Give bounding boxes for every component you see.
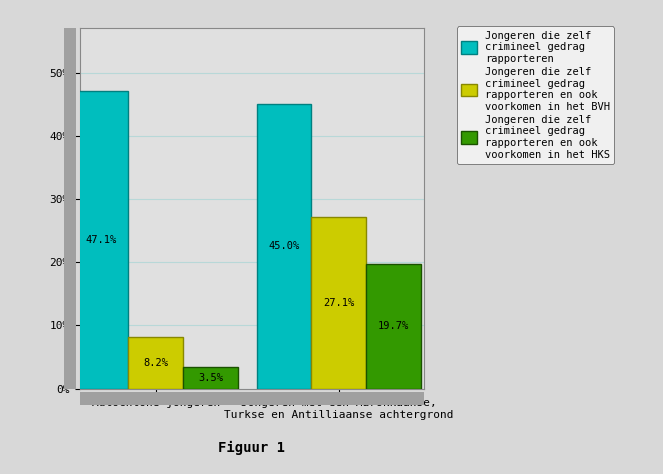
Bar xyxy=(257,104,312,389)
Bar xyxy=(64,28,76,389)
Bar xyxy=(80,392,424,405)
Text: 19.7%: 19.7% xyxy=(378,321,410,331)
Text: 3.5%: 3.5% xyxy=(198,373,223,383)
Text: 8.2%: 8.2% xyxy=(143,358,168,368)
Text: 47.1%: 47.1% xyxy=(86,235,117,245)
Bar xyxy=(367,264,421,389)
Bar xyxy=(183,366,238,389)
Bar xyxy=(129,337,183,389)
Legend: Jongeren die zelf
crimineel gedrag
rapporteren, Jongeren die zelf
crimineel gedr: Jongeren die zelf crimineel gedrag rappo… xyxy=(457,27,615,164)
Text: 27.1%: 27.1% xyxy=(324,298,355,308)
Bar xyxy=(74,91,129,389)
Bar xyxy=(312,218,367,389)
Text: Figuur 1: Figuur 1 xyxy=(218,441,286,455)
Text: 45.0%: 45.0% xyxy=(269,241,300,252)
